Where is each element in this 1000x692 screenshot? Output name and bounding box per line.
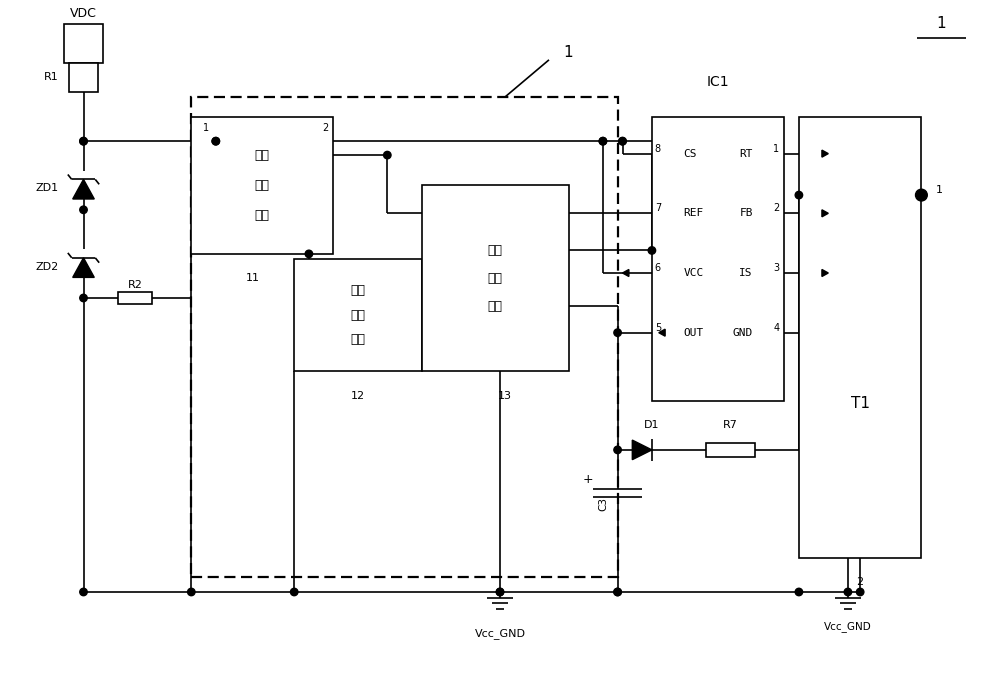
Text: 3: 3 bbox=[773, 263, 779, 273]
Circle shape bbox=[856, 588, 864, 596]
Text: VCC: VCC bbox=[683, 268, 704, 278]
Text: 5: 5 bbox=[655, 322, 661, 333]
Circle shape bbox=[80, 138, 87, 145]
Text: 1: 1 bbox=[564, 46, 573, 60]
Text: 保持: 保持 bbox=[350, 309, 365, 322]
Bar bbox=[69, 63, 98, 92]
Text: 电压: 电压 bbox=[255, 149, 270, 162]
Text: VDC: VDC bbox=[70, 8, 97, 20]
Bar bbox=[422, 185, 569, 372]
Circle shape bbox=[384, 152, 391, 159]
Bar bbox=[191, 117, 333, 254]
Polygon shape bbox=[822, 269, 828, 277]
Text: 模块: 模块 bbox=[350, 334, 365, 347]
Text: R1: R1 bbox=[44, 73, 59, 82]
Circle shape bbox=[496, 588, 504, 596]
Text: T1: T1 bbox=[851, 396, 870, 411]
Text: 12: 12 bbox=[351, 391, 365, 401]
Text: 控制: 控制 bbox=[488, 272, 503, 285]
Polygon shape bbox=[73, 258, 94, 277]
Polygon shape bbox=[632, 440, 652, 459]
Text: RT: RT bbox=[739, 149, 753, 158]
Text: 模块: 模块 bbox=[255, 209, 270, 222]
Text: 开关: 开关 bbox=[488, 244, 503, 257]
Text: 模块: 模块 bbox=[488, 300, 503, 313]
Text: 11: 11 bbox=[246, 273, 260, 284]
Text: Vcc_GND: Vcc_GND bbox=[824, 621, 872, 632]
Circle shape bbox=[80, 206, 87, 214]
Circle shape bbox=[599, 138, 607, 145]
Text: IC1: IC1 bbox=[707, 75, 729, 89]
Text: R7: R7 bbox=[723, 420, 738, 430]
Text: 1: 1 bbox=[936, 185, 943, 195]
Text: ZD2: ZD2 bbox=[36, 262, 59, 272]
Circle shape bbox=[844, 588, 852, 596]
Circle shape bbox=[496, 588, 504, 596]
Bar bbox=[64, 24, 103, 63]
Text: REF: REF bbox=[683, 208, 704, 218]
Text: 检测: 检测 bbox=[255, 179, 270, 192]
Polygon shape bbox=[822, 210, 828, 217]
Circle shape bbox=[290, 588, 298, 596]
Circle shape bbox=[614, 446, 621, 453]
Text: IS: IS bbox=[739, 268, 753, 278]
Text: 1: 1 bbox=[773, 144, 779, 154]
Bar bbox=[191, 97, 618, 577]
Circle shape bbox=[305, 250, 313, 257]
Circle shape bbox=[795, 588, 803, 596]
Circle shape bbox=[188, 588, 195, 596]
Text: CS: CS bbox=[683, 149, 697, 158]
Bar bbox=[706, 442, 755, 457]
Circle shape bbox=[614, 588, 621, 596]
Text: 13: 13 bbox=[498, 391, 512, 401]
Bar bbox=[799, 117, 921, 558]
Text: 6: 6 bbox=[655, 263, 661, 273]
Text: R2: R2 bbox=[128, 280, 142, 290]
Text: GND: GND bbox=[733, 328, 753, 338]
Circle shape bbox=[212, 138, 220, 145]
Text: 2: 2 bbox=[773, 203, 779, 213]
Text: 2: 2 bbox=[857, 577, 864, 588]
Circle shape bbox=[614, 329, 621, 336]
Text: 4: 4 bbox=[773, 322, 779, 333]
Text: 延时: 延时 bbox=[350, 284, 365, 297]
Bar bbox=[294, 259, 422, 372]
Circle shape bbox=[614, 588, 621, 596]
Polygon shape bbox=[622, 269, 629, 277]
Circle shape bbox=[916, 189, 927, 201]
Text: C3: C3 bbox=[598, 497, 608, 511]
Circle shape bbox=[795, 192, 803, 199]
Bar bbox=[118, 291, 152, 304]
Text: 2: 2 bbox=[322, 123, 329, 134]
Text: 7: 7 bbox=[655, 203, 661, 213]
Circle shape bbox=[80, 294, 87, 302]
Circle shape bbox=[599, 138, 607, 145]
Polygon shape bbox=[822, 150, 828, 157]
Text: D1: D1 bbox=[644, 420, 660, 430]
Text: ZD1: ZD1 bbox=[36, 183, 59, 193]
Text: +: + bbox=[583, 473, 594, 486]
Circle shape bbox=[619, 138, 626, 145]
Text: 8: 8 bbox=[655, 144, 661, 154]
Circle shape bbox=[80, 138, 87, 145]
Circle shape bbox=[619, 138, 626, 145]
Circle shape bbox=[80, 588, 87, 596]
Polygon shape bbox=[659, 329, 665, 336]
Text: 1: 1 bbox=[936, 16, 946, 31]
Circle shape bbox=[648, 247, 656, 254]
Text: 1: 1 bbox=[203, 123, 209, 134]
Polygon shape bbox=[73, 179, 94, 199]
Text: OUT: OUT bbox=[683, 328, 704, 338]
Text: Vcc_GND: Vcc_GND bbox=[475, 628, 526, 639]
Circle shape bbox=[212, 138, 220, 145]
Text: FB: FB bbox=[739, 208, 753, 218]
Bar bbox=[652, 117, 784, 401]
